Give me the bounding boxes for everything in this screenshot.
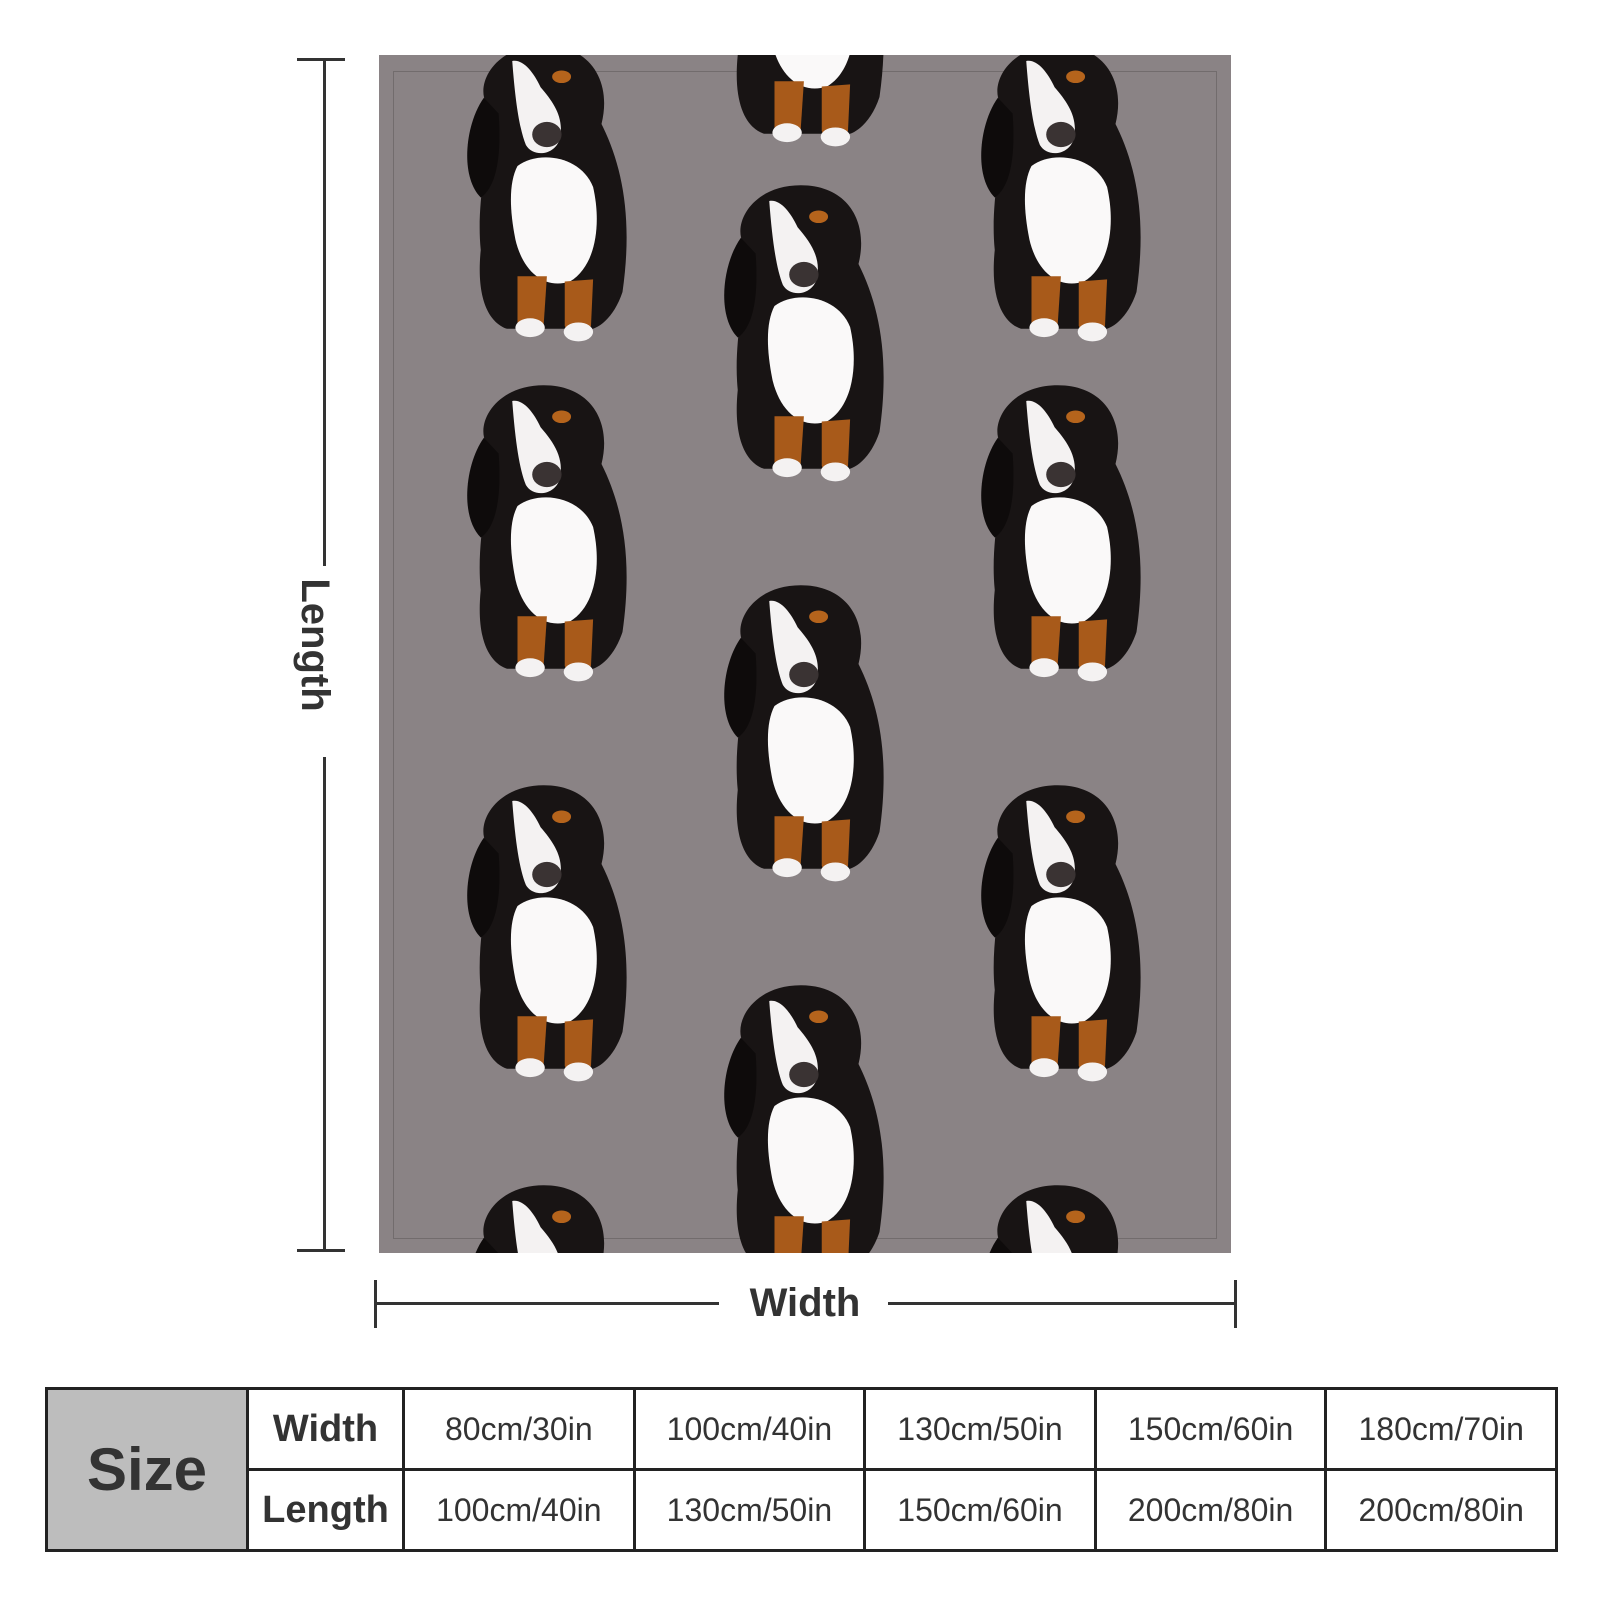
dog-figure — [981, 1185, 1141, 1253]
length-line-upper — [323, 58, 326, 566]
dog-figure — [467, 1185, 627, 1253]
dog-figure — [724, 55, 884, 147]
dog-figure — [724, 585, 884, 882]
dog-figure — [467, 385, 627, 682]
width-label: Width — [749, 1281, 861, 1325]
width-value: 100cm/40in — [632, 1387, 867, 1471]
dog-figure — [724, 985, 884, 1253]
dog-figure — [467, 55, 627, 342]
size-row-length: Length 100cm/40in 130cm/50in 150cm/60in … — [47, 1468, 1558, 1552]
width-value: 150cm/60in — [1093, 1387, 1328, 1471]
size-table: Size Width 80cm/30in 100cm/40in 130cm/50… — [45, 1387, 1558, 1552]
width-value: 130cm/50in — [863, 1387, 1097, 1471]
length-value: 150cm/60in — [863, 1468, 1097, 1552]
width-line-left — [374, 1302, 719, 1305]
dog-figure — [981, 785, 1141, 1082]
width-value: 80cm/30in — [402, 1387, 636, 1471]
dog-figure — [981, 385, 1141, 682]
row-label-width: Width — [246, 1387, 405, 1471]
size-header: Size — [45, 1387, 249, 1552]
length-line-lower — [323, 757, 326, 1251]
dog-figure — [724, 185, 884, 482]
width-value: 180cm/70in — [1324, 1387, 1558, 1471]
length-bottom-tick — [297, 1249, 345, 1252]
dog-figure — [467, 785, 627, 1082]
width-line-right — [888, 1302, 1236, 1305]
blanket-image — [379, 55, 1231, 1253]
row-label-length: Length — [246, 1468, 405, 1552]
length-label: Length — [293, 578, 337, 712]
length-value: 200cm/80in — [1324, 1468, 1558, 1552]
length-value: 200cm/80in — [1093, 1468, 1328, 1552]
length-value: 130cm/50in — [632, 1468, 867, 1552]
size-row-width: Size Width 80cm/30in 100cm/40in 130cm/50… — [45, 1387, 1558, 1552]
length-value: 100cm/40in — [402, 1468, 636, 1552]
length-top-tick — [297, 58, 345, 61]
dog-pattern — [467, 55, 1141, 1253]
dog-figure — [981, 55, 1141, 342]
